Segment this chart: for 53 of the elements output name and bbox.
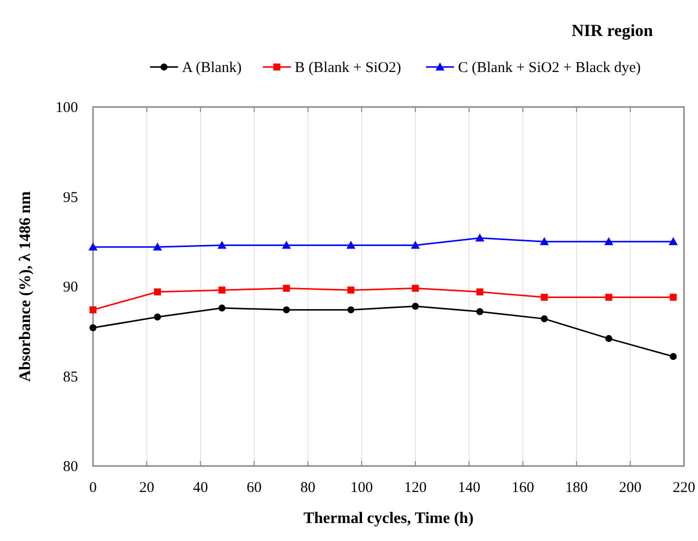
- y-tick-label: 100: [56, 100, 78, 116]
- point: [217, 240, 226, 249]
- point: [476, 288, 484, 296]
- point: [605, 294, 612, 301]
- point: [90, 306, 96, 314]
- y-tick-label: 80: [63, 459, 78, 475]
- y-tick-label: 95: [63, 190, 78, 206]
- point: [604, 237, 614, 246]
- y-axis-title: Absorbance (%), λ 1486 nm: [17, 190, 34, 382]
- y-tick-label: 90: [63, 280, 78, 296]
- x-axis-title: Thermal cycles, Time (h): [303, 510, 474, 527]
- point: [476, 308, 484, 316]
- point: [218, 286, 226, 294]
- point: [282, 240, 291, 249]
- point: [605, 335, 612, 342]
- x-tick-label: 220: [672, 480, 696, 496]
- x-tick-label: 120: [404, 480, 427, 496]
- point: [412, 284, 419, 292]
- x-tick-label: 0: [89, 480, 97, 496]
- point: [154, 288, 161, 296]
- point: [88, 242, 98, 251]
- point: [347, 286, 354, 294]
- legend-label: B (Blank + SiO2): [294, 60, 402, 76]
- text: NIR region: [572, 21, 654, 40]
- point: [410, 240, 420, 249]
- point: [670, 294, 677, 301]
- point: [412, 302, 419, 310]
- point: [154, 314, 161, 321]
- point: [347, 306, 354, 314]
- x-tick-label: 180: [565, 480, 588, 496]
- point: [670, 353, 677, 360]
- x-tick-label: 200: [619, 480, 642, 496]
- point: [540, 237, 549, 246]
- point: [282, 284, 290, 292]
- legend-label: A (Blank): [182, 60, 242, 76]
- point: [540, 315, 548, 322]
- point: [152, 242, 162, 251]
- legend-label: C (Blank + SiO2 + Black dye): [458, 60, 641, 76]
- point: [90, 324, 96, 332]
- x-tick-label: 40: [192, 480, 208, 496]
- point: [218, 304, 226, 312]
- point: [668, 237, 678, 246]
- x-tick-label: 140: [458, 480, 480, 496]
- x-tick-label: 60: [246, 480, 262, 496]
- x-tick-label: 80: [300, 480, 316, 496]
- point: [540, 294, 548, 301]
- x-tick-label: 100: [350, 480, 373, 496]
- point: [475, 234, 484, 242]
- x-tick-label: 20: [139, 480, 154, 496]
- point: [282, 306, 290, 314]
- x-tick-label: 160: [512, 480, 534, 496]
- point: [346, 240, 356, 249]
- y-tick-label: 85: [63, 369, 78, 386]
